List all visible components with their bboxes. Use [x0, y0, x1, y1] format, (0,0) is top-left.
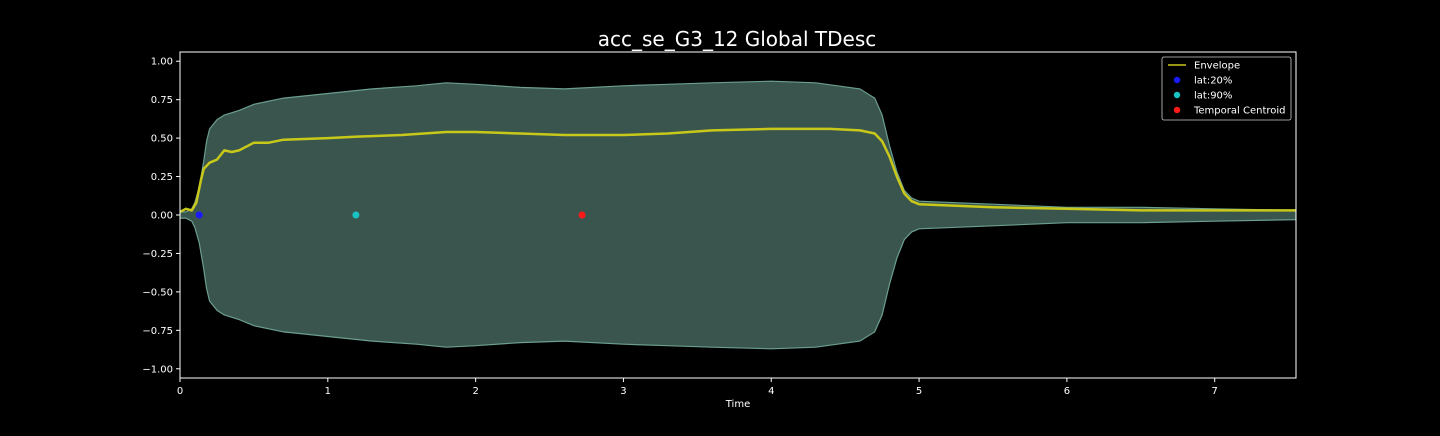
legend: Envelope lat:20% lat:90% Temporal Centroid [1161, 56, 1292, 121]
waveform-band [180, 80, 1296, 350]
y-tick-label: −0.25 [142, 249, 173, 260]
y-tick-label: 0.50 [151, 134, 173, 145]
x-tick-label: 0 [177, 386, 183, 397]
x-tick-label: 1 [325, 386, 331, 397]
plot-area [180, 80, 1296, 350]
x-tick-label: 3 [620, 386, 626, 397]
y-tick-label: −1.00 [142, 364, 173, 375]
legend-marker-label: lat:90% [1194, 91, 1232, 102]
legend-marker-swatch [1173, 91, 1181, 99]
x-axis-label: Time [725, 399, 750, 410]
legend-marker-label: lat:20% [1194, 76, 1232, 87]
y-tick-label: 0.25 [151, 172, 173, 183]
chart-title: acc_se_G3_12 Global TDesc [598, 27, 877, 51]
x-tick-label: 2 [472, 386, 478, 397]
legend-marker-label: Temporal Centroid [1193, 106, 1286, 117]
legend-box [1161, 56, 1292, 121]
x-tick-label: 5 [916, 386, 922, 397]
x-tick-label: 6 [1064, 386, 1070, 397]
x-tick-label: 7 [1212, 386, 1218, 397]
x-tick-label: 4 [768, 386, 774, 397]
y-tick-label: −0.75 [142, 326, 173, 337]
marker-lat-20 [195, 211, 203, 219]
x-axis: 0 1 2 3 4 5 6 7 [177, 378, 1218, 397]
legend-marker-swatch [1173, 106, 1181, 114]
y-tick-label: 1.00 [151, 57, 173, 68]
marker-temporal-centroid [578, 211, 586, 219]
y-tick-label: −0.50 [142, 287, 173, 298]
y-tick-label: 0.00 [151, 211, 173, 222]
y-tick-label: 0.75 [151, 95, 173, 106]
y-axis: 1.00 0.75 0.50 0.25 0.00 −0.25 −0.50 −0.75 −1.00 [142, 57, 180, 375]
marker-lat-90 [352, 211, 360, 219]
legend-envelope-label: Envelope [1194, 61, 1240, 72]
legend-marker-swatch [1173, 76, 1181, 84]
envelope-line [180, 127, 1296, 214]
